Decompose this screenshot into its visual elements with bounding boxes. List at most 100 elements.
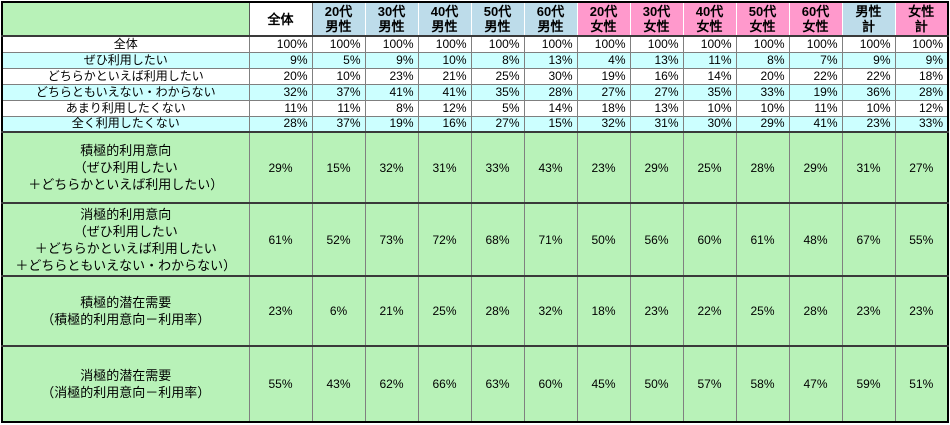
value-cell: 100% [523,35,577,52]
summary-value-cell: 23% [841,275,895,346]
summary-value-cell: 15% [311,131,365,203]
value-cell: 27% [576,83,630,100]
summary-value-cell: 61% [248,202,312,276]
summary-value-cell: 68% [470,202,524,276]
value-cell: 10% [735,99,789,116]
value-cell: 32% [248,83,312,100]
value-cell: 19% [576,67,630,84]
summary-value-cell: 66% [417,345,471,422]
summary-value-cell: 25% [682,131,736,203]
value-cell: 25% [470,67,524,84]
summary-rows: 積極的利用意向 （ぜひ利用したい ＋どちらかといえば利用したい） 29% 15% 32… [1,131,948,422]
value-cell: 28% [523,83,577,100]
value-cell: 7% [788,51,842,68]
summary-value-cell: 21% [364,275,418,346]
value-cell: 19% [788,83,842,100]
column-header-7: 30代 女性 [629,2,683,37]
value-cell: 37% [311,83,365,100]
column-header-3: 40代 男性 [417,2,471,37]
summary-value-cell: 23% [894,275,948,346]
value-cell: 28% [894,83,948,100]
summary-value-cell: 60% [682,202,736,276]
value-cell: 9% [248,51,312,68]
row-label: どちらかといえば利用したい [1,67,249,84]
value-cell: 11% [311,99,365,116]
value-cell: 100% [894,35,948,52]
value-cell: 16% [417,115,471,132]
summary-value-cell: 73% [364,202,418,276]
value-cell: 37% [311,115,365,132]
value-cell: 18% [576,99,630,116]
table-row: どちらともいえない・わからない 32% 37% 41% 41% 35% 28% 27% 27% 3… [1,83,948,100]
value-cell: 100% [841,35,895,52]
summary-value-cell: 29% [788,131,842,203]
column-header-9: 50代 女性 [735,2,789,37]
summary-value-cell: 25% [417,275,471,346]
summary-value-cell: 63% [470,345,524,422]
summary-value-cell: 27% [894,131,948,203]
column-header-11: 男性 計 [841,2,895,37]
value-cell: 4% [576,51,630,68]
value-cell: 28% [248,115,312,132]
summary-value-cell: 29% [629,131,683,203]
summary-value-cell: 45% [576,345,630,422]
value-cell: 9% [894,51,948,68]
value-cell: 10% [682,99,736,116]
summary-row: 消極的利用意向 （ぜひ利用したい ＋どちらかといえば利用したい ＋どちらともいえ… [1,202,948,276]
value-cell: 32% [576,115,630,132]
summary-value-cell: 51% [894,345,948,422]
summary-value-cell: 71% [523,202,577,276]
value-cell: 29% [735,115,789,132]
value-cell: 8% [470,51,524,68]
value-cell: 22% [788,67,842,84]
value-cell: 35% [470,83,524,100]
summary-value-cell: 57% [682,345,736,422]
value-cell: 13% [629,99,683,116]
row-label: 全体 [1,35,249,52]
column-header-10: 60代 女性 [788,2,842,37]
value-cell: 16% [629,67,683,84]
summary-value-cell: 52% [311,202,365,276]
value-cell: 31% [629,115,683,132]
summary-value-cell: 25% [735,275,789,346]
summary-value-cell: 6% [311,275,365,346]
value-cell: 100% [735,35,789,52]
summary-value-cell: 55% [894,202,948,276]
column-header-12: 女性 計 [894,2,948,37]
table-row: どちらかといえば利用したい 20% 10% 23% 21% 25% 30% 19% 16% 14%… [1,67,948,84]
summary-value-cell: 50% [576,202,630,276]
value-cell: 41% [788,115,842,132]
header-row: 全体 20代 男性 30代 男性 40代 男性 50代 男性 60代 男性 20代 女性 30… [2,2,948,37]
table-row: ぜひ利用したい 9% 5% 9% 10% 8% 13% 4% 13% 11% 8% 7% 9% 9% [1,51,948,68]
value-cell: 41% [417,83,471,100]
value-cell: 22% [841,67,895,84]
value-cell: 5% [470,99,524,116]
corner-cell [2,2,249,37]
summary-value-cell: 67% [841,202,895,276]
summary-value-cell: 56% [629,202,683,276]
column-header-0: 全体 [248,2,312,37]
summary-value-cell: 31% [841,131,895,203]
value-cell: 19% [364,115,418,132]
row-label: あまり利用したくない [1,99,249,116]
value-cell: 100% [470,35,524,52]
summary-value-cell: 58% [735,345,789,422]
value-cell: 30% [523,67,577,84]
value-cell: 11% [788,99,842,116]
summary-value-cell: 23% [248,275,312,346]
summary-value-cell: 48% [788,202,842,276]
summary-value-cell: 28% [470,275,524,346]
value-cell: 10% [417,51,471,68]
summary-row: 積極的利用意向 （ぜひ利用したい ＋どちらかといえば利用したい） 29% 15% 32… [1,131,948,203]
value-cell: 10% [311,67,365,84]
value-cell: 27% [470,115,524,132]
column-header-6: 20代 女性 [576,2,630,37]
table-row: あまり利用したくない 11% 11% 8% 12% 5% 14% 18% 13% 10% 10% 11… [1,99,948,116]
summary-row: 積極的潜在需要 （積極的利用意向－利用率） 23% 6% 21% 25% 28% 32% 18… [1,275,948,346]
column-header-1: 20代 男性 [311,2,365,37]
value-cell: 100% [788,35,842,52]
summary-row-label: 積極的潜在需要 （積極的利用意向－利用率） [1,275,249,346]
value-cell: 100% [682,35,736,52]
summary-value-cell: 47% [788,345,842,422]
